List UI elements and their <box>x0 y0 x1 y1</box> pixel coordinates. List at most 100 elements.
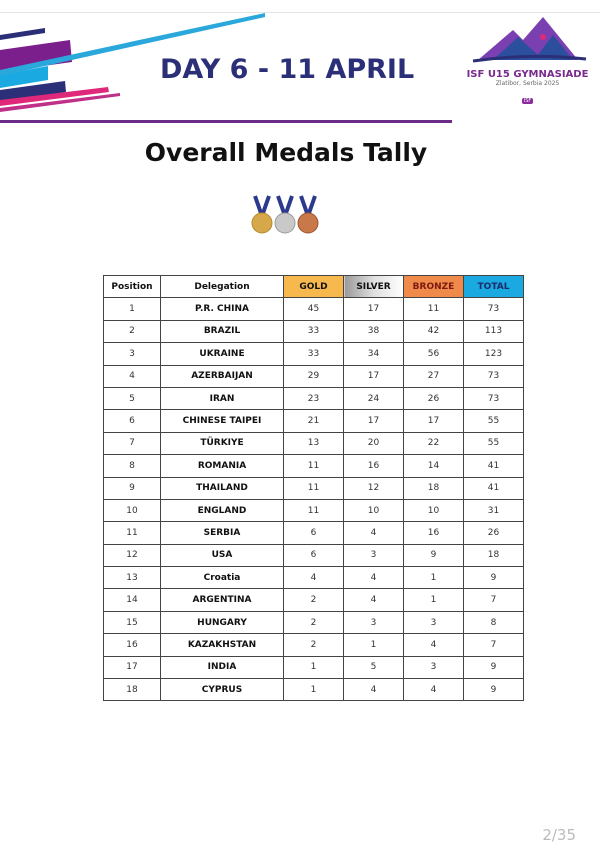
cell-delegation: USA <box>160 543 284 568</box>
cell-position: 5 <box>103 386 161 411</box>
header-rule <box>0 120 452 123</box>
cell-total: 73 <box>463 386 524 411</box>
cell-delegation: IRAN <box>160 386 284 411</box>
medals-table: Position Delegation GOLD SILVER BRONZE T… <box>103 274 524 702</box>
cell-bronze: 18 <box>403 476 464 500</box>
cell-delegation: ROMANIA <box>160 454 284 478</box>
cell-total: 55 <box>463 431 524 456</box>
cell-gold: 45 <box>283 297 344 321</box>
cell-silver: 4 <box>343 588 404 612</box>
cell-silver: 1 <box>343 633 404 657</box>
cell-silver: 17 <box>343 364 404 388</box>
cell-delegation: KAZAKHSTAN <box>160 633 284 657</box>
cell-position: 10 <box>103 498 161 523</box>
cell-position: 6 <box>103 409 161 433</box>
table-row: 4 AZERBAIJAN 29 17 27 73 <box>103 364 524 388</box>
cell-delegation: SERBIA <box>160 521 284 545</box>
cell-delegation: THAILAND <box>160 476 284 500</box>
cell-delegation: ENGLAND <box>160 498 284 523</box>
cell-gold: 11 <box>283 454 344 478</box>
cell-total: 73 <box>463 364 524 388</box>
cell-position: 9 <box>103 476 161 500</box>
cell-gold: 2 <box>283 588 344 612</box>
cell-gold: 33 <box>283 342 344 366</box>
cell-silver: 5 <box>343 655 404 680</box>
event-logo: ISF U15 GYMNASIADE Zlatibor, Serbia 2025… <box>465 15 590 106</box>
cell-position: 4 <box>103 364 161 388</box>
cell-position: 14 <box>103 588 161 612</box>
cell-delegation: CYPRUS <box>160 678 284 702</box>
logo-name: ISF U15 GYMNASIADE <box>466 69 589 80</box>
table-row: 9 THAILAND 11 12 18 41 <box>103 476 524 500</box>
day-title: DAY 6 - 11 APRIL <box>160 54 415 85</box>
cell-silver: 16 <box>343 454 404 478</box>
cell-gold: 11 <box>283 476 344 500</box>
cell-bronze: 9 <box>403 543 464 568</box>
cell-silver: 4 <box>343 678 404 702</box>
cell-position: 12 <box>103 543 161 568</box>
cell-delegation: Croatia <box>160 566 284 590</box>
cell-delegation: P.R. CHINA <box>160 297 284 321</box>
cell-total: 8 <box>463 610 524 635</box>
cell-position: 18 <box>103 678 161 702</box>
table-row: 14 ARGENTINA 2 4 1 7 <box>103 588 524 612</box>
cell-bronze: 42 <box>403 319 464 344</box>
cell-bronze: 22 <box>403 431 464 456</box>
cell-gold: 11 <box>283 498 344 523</box>
table-row: 2 BRAZIL 33 38 42 113 <box>103 319 524 344</box>
table-row: 18 CYPRUS 1 4 4 9 <box>103 678 524 702</box>
cell-silver: 4 <box>343 566 404 590</box>
logo-badge: ISF <box>521 98 534 104</box>
cell-bronze: 4 <box>403 633 464 657</box>
cell-silver: 3 <box>343 610 404 635</box>
table-row: 10 ENGLAND 11 10 10 31 <box>103 498 524 523</box>
cell-gold: 4 <box>283 566 344 590</box>
cell-gold: 33 <box>283 319 344 344</box>
cell-total: 41 <box>463 476 524 500</box>
cell-bronze: 1 <box>403 588 464 612</box>
cell-bronze: 26 <box>403 386 464 411</box>
cell-position: 2 <box>103 319 161 344</box>
page-indicator: 2/35 <box>542 826 576 844</box>
cell-bronze: 3 <box>403 610 464 635</box>
cell-position: 1 <box>103 297 161 321</box>
cell-bronze: 3 <box>403 655 464 680</box>
cell-gold: 13 <box>283 431 344 456</box>
table-row: 7 TÜRKIYE 13 20 22 55 <box>103 431 524 456</box>
table-row: 5 IRAN 23 24 26 73 <box>103 386 524 411</box>
cell-delegation: UKRAINE <box>160 342 284 366</box>
cell-gold: 21 <box>283 409 344 433</box>
cell-delegation: HUNGARY <box>160 610 284 635</box>
cell-silver: 12 <box>343 476 404 500</box>
cell-total: 7 <box>463 588 524 612</box>
cell-total: 18 <box>463 543 524 568</box>
top-divider <box>0 12 600 13</box>
page-title: Overall Medals Tally <box>144 138 428 167</box>
table-row: 8 ROMANIA 11 16 14 41 <box>103 454 524 478</box>
cell-bronze: 10 <box>403 498 464 523</box>
cell-gold: 6 <box>283 521 344 545</box>
header-bronze: BRONZE <box>403 274 464 299</box>
cell-delegation: AZERBAIJAN <box>160 364 284 388</box>
cell-gold: 1 <box>283 678 344 702</box>
gold-medal-icon <box>251 195 273 234</box>
cell-silver: 17 <box>343 409 404 433</box>
table-row: 15 HUNGARY 2 3 3 8 <box>103 610 524 635</box>
cell-total: 9 <box>463 566 524 590</box>
medals-icon <box>251 195 319 234</box>
table-header-row: Position Delegation GOLD SILVER BRONZE T… <box>103 274 524 299</box>
cell-silver: 24 <box>343 386 404 411</box>
cell-silver: 20 <box>343 431 404 456</box>
decorative-stripes <box>0 13 265 112</box>
cell-total: 9 <box>463 655 524 680</box>
mountain-logo-icon <box>472 17 586 63</box>
table-row: 11 SERBIA 6 4 16 26 <box>103 521 524 545</box>
cell-total: 123 <box>463 342 524 366</box>
table-row: 13 Croatia 4 4 1 9 <box>103 566 524 590</box>
table-row: 6 CHINESE TAIPEI 21 17 17 55 <box>103 409 524 433</box>
cell-position: 16 <box>103 633 161 657</box>
cell-gold: 1 <box>283 655 344 680</box>
cell-total: 7 <box>463 633 524 657</box>
cell-position: 17 <box>103 655 161 680</box>
header-position: Position <box>103 274 161 299</box>
